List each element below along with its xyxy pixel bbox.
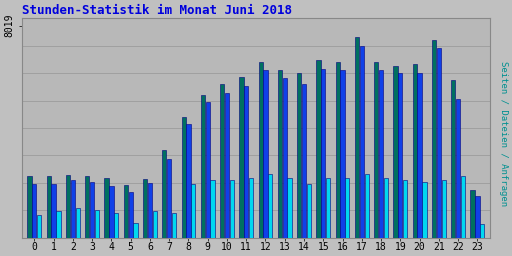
Bar	[32, 184, 36, 238]
Bar	[316, 60, 321, 238]
Bar	[374, 62, 378, 238]
Bar	[302, 84, 306, 238]
Bar	[475, 196, 480, 238]
Bar	[263, 70, 268, 238]
Bar	[307, 184, 311, 238]
Bar	[278, 70, 282, 238]
Bar	[85, 176, 90, 238]
Bar	[259, 62, 263, 238]
Bar	[413, 64, 417, 238]
Bar	[268, 174, 272, 238]
Bar	[326, 178, 330, 238]
Bar	[167, 159, 172, 238]
Bar	[206, 102, 210, 238]
Bar	[210, 180, 215, 238]
Bar	[451, 80, 456, 238]
Bar	[398, 73, 402, 238]
Bar	[345, 178, 350, 238]
Text: Stunden-Statistik im Monat Juni 2018: Stunden-Statistik im Monat Juni 2018	[22, 4, 292, 17]
Bar	[148, 183, 152, 238]
Bar	[56, 211, 60, 238]
Bar	[471, 190, 475, 238]
Bar	[239, 77, 244, 238]
Bar	[461, 176, 465, 238]
Bar	[95, 210, 99, 238]
Bar	[355, 37, 359, 238]
Bar	[225, 93, 229, 238]
Bar	[437, 48, 441, 238]
Bar	[379, 70, 383, 238]
Bar	[114, 213, 118, 238]
Bar	[230, 180, 234, 238]
Bar	[201, 95, 205, 238]
Bar	[283, 78, 287, 238]
Bar	[480, 224, 484, 238]
Bar	[340, 70, 345, 238]
Bar	[76, 208, 80, 238]
Bar	[124, 185, 128, 238]
Bar	[66, 175, 70, 238]
Bar	[384, 178, 388, 238]
Bar	[220, 84, 224, 238]
Bar	[393, 66, 398, 238]
Bar	[287, 178, 292, 238]
Bar	[104, 178, 109, 238]
Bar	[28, 176, 32, 238]
Bar	[403, 180, 407, 238]
Bar	[129, 191, 133, 238]
Bar	[191, 184, 196, 238]
Bar	[365, 174, 369, 238]
Bar	[52, 184, 56, 238]
Bar	[133, 223, 138, 238]
Bar	[249, 178, 253, 238]
Bar	[71, 180, 75, 238]
Bar	[186, 124, 190, 238]
Bar	[335, 62, 340, 238]
Bar	[162, 150, 166, 238]
Bar	[360, 46, 364, 238]
Bar	[422, 182, 426, 238]
Bar	[441, 180, 446, 238]
Bar	[456, 100, 460, 238]
Bar	[172, 213, 176, 238]
Text: Seiten / Dateien / Anfragen: Seiten / Dateien / Anfragen	[499, 61, 508, 206]
Bar	[417, 73, 422, 238]
Bar	[90, 182, 94, 238]
Bar	[321, 69, 326, 238]
Bar	[47, 176, 51, 238]
Bar	[37, 215, 41, 238]
Bar	[143, 179, 147, 238]
Bar	[181, 117, 186, 238]
Bar	[153, 211, 157, 238]
Bar	[297, 73, 302, 238]
Bar	[432, 40, 436, 238]
Bar	[109, 186, 114, 238]
Bar	[244, 86, 248, 238]
